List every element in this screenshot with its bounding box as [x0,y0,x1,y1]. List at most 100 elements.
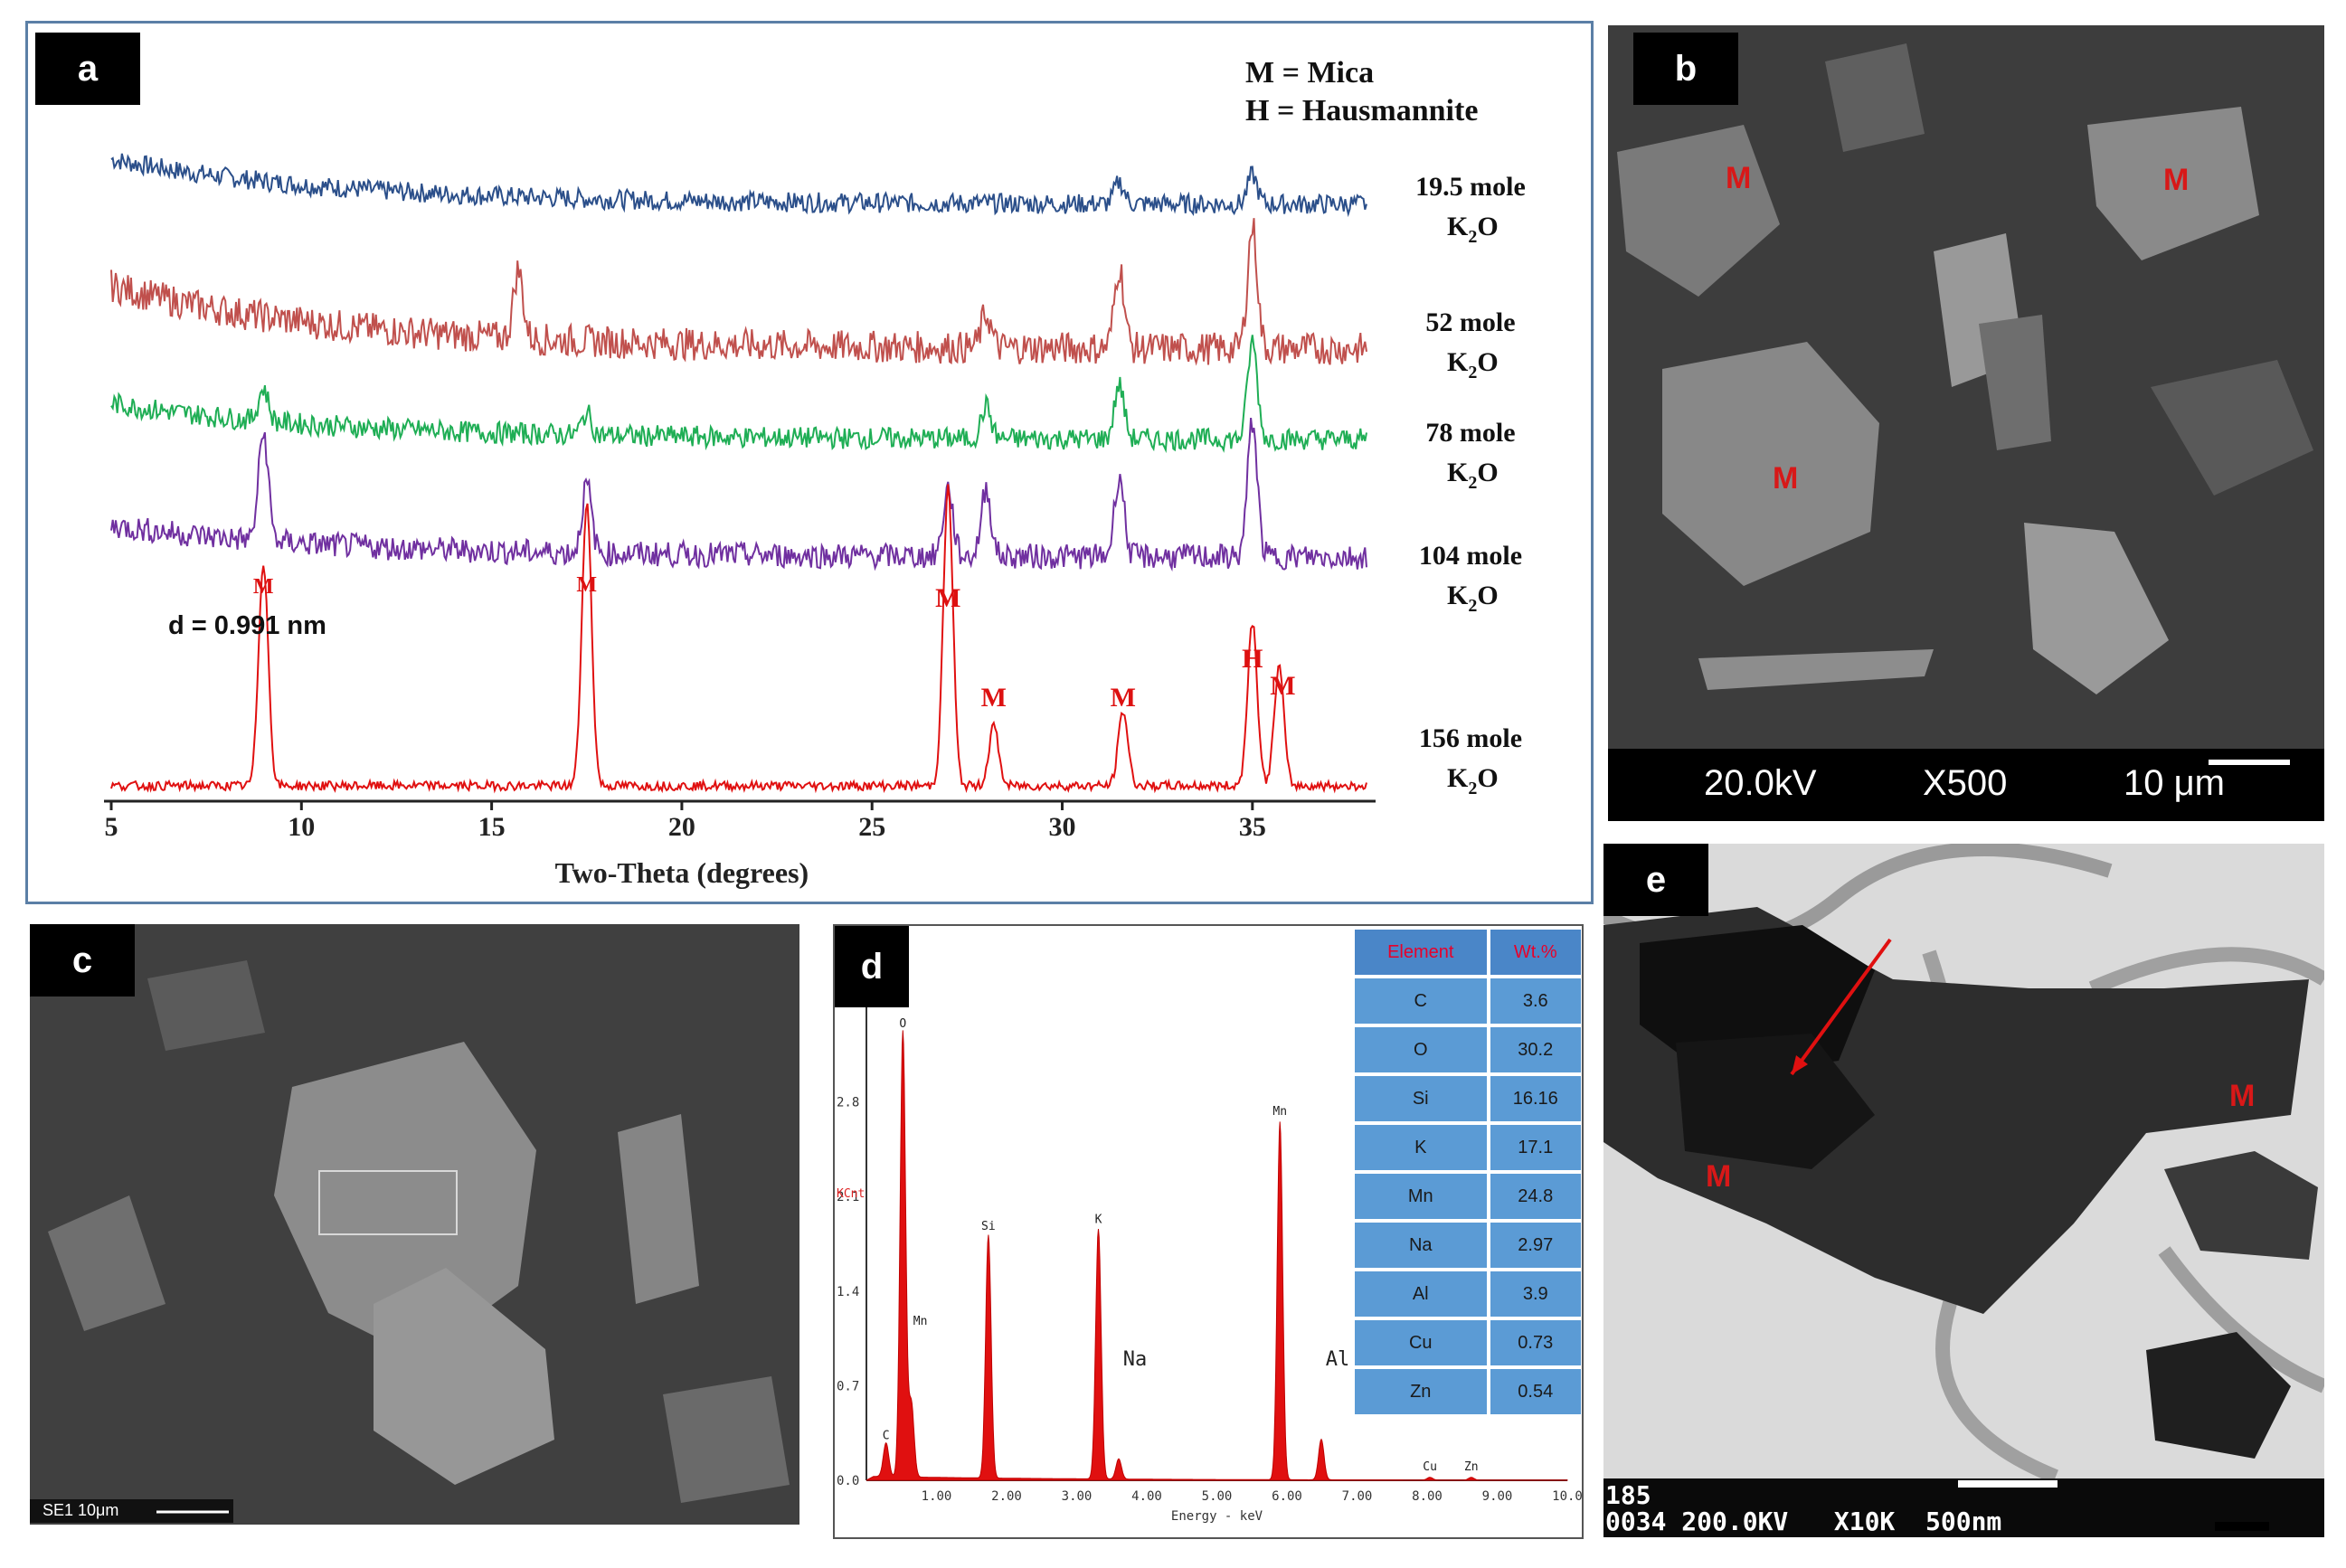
sem-footer-mag: X500 [1923,763,2008,803]
xrd-series-line [110,484,1367,794]
peak-label: M [253,575,274,599]
table-cell: 16.16 [1490,1076,1581,1121]
element-table-body: C 3.6 O 30.2 Si 16.16 K 17.1 Mn 24.8 Na 2.97 Al 3.9 Cu… [1355,978,1581,1414]
table-row: Cu 0.73 [1355,1320,1581,1365]
table-row: Zn 0.54 [1355,1369,1581,1414]
eds-peak-label: C [883,1430,890,1443]
x-tick-label: 2.00 [991,1489,1022,1504]
peak-label: M [1111,683,1136,713]
table-cell: 3.6 [1490,978,1581,1024]
eds-peak-label: Mn [1272,1105,1287,1119]
xrd-series-line [110,218,1367,366]
eds-peak-label: Mn [913,1315,928,1328]
eds-peak-label: Zn [1464,1460,1479,1474]
tem-footer-id: 185 [1605,1480,1651,1510]
y-tick-label: 0.7 [837,1379,859,1393]
x-tick-label: 1.00 [922,1489,952,1504]
eds-peak-label: Al [1326,1348,1350,1371]
peak-label: M [935,583,960,613]
scale-bar [2209,760,2290,765]
table-row: K 17.1 [1355,1125,1581,1170]
series-label-formula: K2O [1447,763,1499,798]
table-cell: Cu [1355,1320,1487,1365]
xrd-series-line [110,417,1367,572]
eds-peak-label: K [1095,1214,1102,1227]
x-tick-label: 3.00 [1062,1489,1093,1504]
sem-texture-b [1608,25,2324,821]
tem-image-e: e M M 185 0034 200.0KV X10K 500nm [1603,844,2324,1537]
series-label: 52 mole [1425,307,1515,337]
y-tick-label: 2.8 [837,1096,859,1110]
x-tick-label: 4.00 [1131,1489,1162,1504]
table-cell: K [1355,1125,1487,1170]
panel-tag-c: c [30,924,135,997]
x-tick-label: 35 [1239,812,1266,842]
x-tick-label: 6.00 [1272,1489,1302,1504]
table-cell: Mn [1355,1174,1487,1219]
tem-footer-settings: 0034 200.0KV X10K 500nm [1605,1507,2002,1536]
x-tick-label: 30 [1049,812,1076,842]
xrd-series-line [110,335,1367,454]
table-cell: O [1355,1027,1487,1072]
x-tick-label: 10 [288,812,315,842]
table-row: C 3.6 [1355,978,1581,1024]
eds-spectrum [866,1030,1568,1481]
series-label-formula: K2O [1447,347,1499,383]
y-tick-label: 0.0 [837,1474,859,1488]
x-tick-label: 8.00 [1412,1489,1443,1504]
y-tick-label: 2.1 [837,1190,859,1204]
sem-footer-kv: 20.0kV [1704,763,1817,803]
peak-label: H [1242,644,1263,674]
sem-image-c: c SE1 10μm [30,924,799,1525]
table-cell: 0.54 [1490,1369,1581,1414]
table-header-cell: Element [1355,930,1487,975]
x-tick-label: 25 [858,812,885,842]
x-axis-label: Energy - keV [1171,1509,1263,1524]
table-cell: 17.1 [1490,1125,1581,1170]
series-label: 78 mole [1425,418,1515,448]
table-row: Mn 24.8 [1355,1174,1581,1219]
table-cell: Zn [1355,1369,1487,1414]
table-header-cell: Wt.% [1490,930,1581,975]
x-tick-label: 9.00 [1482,1489,1513,1504]
table-row: Na 2.97 [1355,1223,1581,1268]
series-label-formula: K2O [1447,458,1499,493]
series-label: 156 mole [1419,723,1522,753]
mica-label: M [1706,1159,1732,1194]
mica-label: M [2229,1079,2256,1113]
y-tick-label: 1.4 [837,1285,859,1299]
table-cell: Na [1355,1223,1487,1268]
eds-peak-label: Cu [1423,1460,1437,1474]
table-cell: Al [1355,1271,1487,1317]
table-cell: 0.73 [1490,1320,1581,1365]
table-row: Al 3.9 [1355,1271,1581,1317]
series-label: 19.5 mole [1415,172,1526,202]
eds-peak-label: O [899,1017,906,1031]
x-tick-label: 7.00 [1342,1489,1373,1504]
element-table: Element Wt.% C 3.6 O 30.2 Si 16.16 K 17.1 Mn 24.8… [1351,926,1584,1418]
table-cell: 24.8 [1490,1174,1581,1219]
mica-label: M [2163,163,2190,197]
xrd-chart: 5 10 15 20 25 30 35 Two-Theta (degrees) M = Mica… [104,56,1526,889]
tem-texture-e [1603,844,2324,1537]
x-tick-label: 15 [478,812,506,842]
table-cell: C [1355,978,1487,1024]
table-cell: 30.2 [1490,1027,1581,1072]
eds-panel: 0.0 0.7 1.4 2.1 2.8 KCnt 1.00 2.00 3.00 4.00 5.00 6… [833,924,1584,1539]
series-label-formula: K2O [1447,581,1499,616]
series-label: 104 mole [1419,541,1522,571]
series-label-formula: K2O [1447,212,1499,247]
peak-label: M [1270,671,1295,701]
sem-scale-label: SE1 10μm [43,1501,119,1519]
eds-peak-label: Na [1123,1348,1148,1371]
table-row: Si 16.16 [1355,1076,1581,1121]
x-tick-label: 10.0 [1552,1489,1582,1504]
mica-label: M [1726,161,1752,195]
xrd-panel: a 5 10 15 20 25 30 35 Two-Theta (degrees) M = Mi… [25,21,1594,904]
peak-label: M [576,573,597,597]
sem-texture-c [30,924,799,1525]
panel-tag-b: b [1633,33,1738,105]
panel-tag-e: e [1603,844,1708,916]
mica-label: M [1773,461,1799,496]
legend-entry: H = Hausmannite [1245,94,1478,128]
